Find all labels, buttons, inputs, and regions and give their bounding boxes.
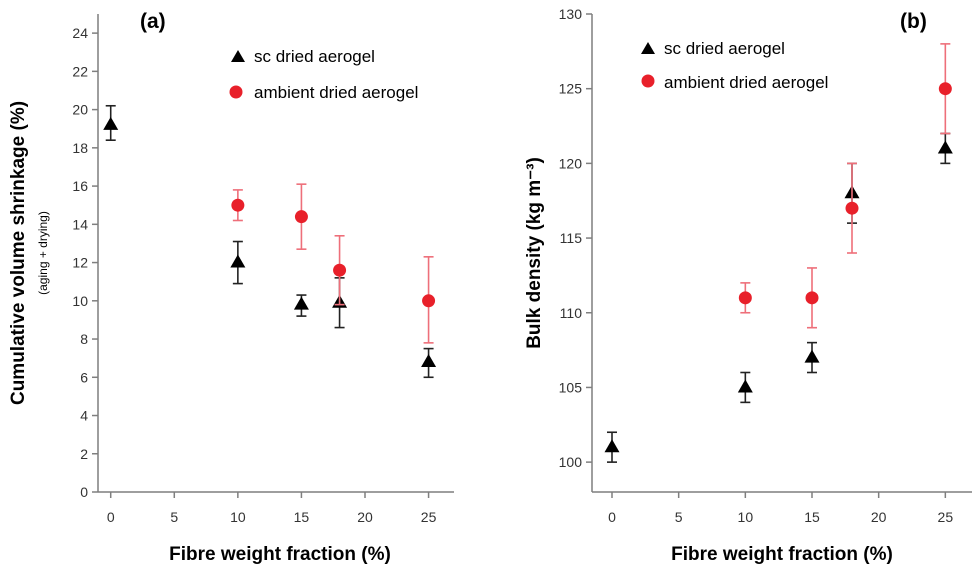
panel-a-ambient-point [294,210,308,224]
panel-b-chart: 100 105 110 115 120 125 130 0 5 10 15 20 25 (b) Fibr… [524,6,972,565]
panel-a-x-tick-label: 0 [107,509,115,525]
panel-b-ambient-point [738,291,752,305]
panel-b-x-tick-label: 0 [608,509,616,525]
panel-a-sc-point [103,116,119,130]
panel-a-y-tick-label: 4 [80,408,88,424]
panel-a-ambient-point [231,198,245,212]
panel-b-sc-point [604,439,620,453]
panel-b-sc-point [804,349,820,363]
panel-a-ambient-point [422,294,436,308]
panel-b-ambient-point [845,201,859,215]
panel-a-sc-point [421,353,437,367]
panel-b-legend-sc-label: sc dried aerogel [664,39,785,58]
panel-a-x-tick-label: 20 [357,509,373,525]
panel-b-x-tick-label: 20 [871,509,887,525]
panel-a-y-axis-title: Cumulative volume shrinkage (%) [8,101,29,405]
panel-b-x-tick-label: 15 [804,509,820,525]
panel-b-x-tick-label: 10 [738,509,754,525]
panel-a-y-tick-label: 8 [80,331,88,347]
panel-a-axes [97,14,454,493]
panel-b-data-marks [604,43,953,463]
panel-a-legend-sc-label: sc dried aerogel [254,47,375,66]
panel-b-label: (b) [900,10,927,33]
panel-b-ambient-point [938,82,952,96]
panel-a-legend-sc-marker [231,50,245,62]
panel-b-y-axis-title: Bulk density (kg m⁻³) [524,157,545,349]
panel-b-x-axis-title: Fibre weight fraction (%) [671,544,893,565]
panel-a-y-axis-subtitle: (aging + drying) [36,211,50,295]
panel-a-y-tick-label: 16 [72,178,88,194]
panel-b-y-tick-label: 125 [559,81,583,97]
panel-b-y-tick-label: 115 [560,230,583,246]
panel-a-label: (a) [140,10,166,33]
panel-a-ambient-point [333,263,347,277]
panel-b-legend-ambient-label: ambient dried aerogel [664,73,828,92]
panel-b-ticks: 100 105 110 115 120 125 130 0 5 10 15 20 25 [559,6,954,525]
panel-a-legend-ambient-marker [229,85,243,99]
panel-a-x-tick-label: 15 [294,509,310,525]
panel-b-legend-ambient-marker [641,74,655,88]
panel-a-x-tick-label: 5 [170,509,178,525]
panel-a-y-tick-label: 14 [72,216,88,232]
panel-a-y-tick-label: 20 [72,102,88,118]
panel-a-x-axis-title: Fibre weight fraction (%) [169,544,391,565]
panel-a-y-tick-label: 12 [72,255,88,271]
panel-a-sc-point [230,254,246,268]
panel-b-y-tick-label: 100 [559,454,583,470]
panel-a-x-tick-label: 10 [230,509,246,525]
panel-b-x-tick-label: 25 [938,509,954,525]
panel-b-legend-sc-marker [641,42,655,54]
panel-a-y-tick-label: 24 [72,25,88,41]
panel-b-y-tick-label: 130 [559,6,583,22]
panel-b-sc-point [937,140,953,154]
panel-b-x-tick-label: 5 [675,509,683,525]
panel-b-y-tick-label: 110 [560,305,583,321]
panel-b-axes [591,14,972,493]
panel-a-legend: sc dried aerogel ambient dried aerogel [229,47,418,102]
panel-b-y-tick-label: 105 [559,379,583,395]
panel-a-data-marks [103,104,437,379]
panel-b-y-tick-label: 120 [559,155,583,171]
panel-b-ambient-point [805,291,819,305]
panel-a-y-tick-label: 6 [80,369,88,385]
panel-a-y-tick-label: 2 [80,446,88,462]
panel-a-sc-point [293,296,309,310]
panel-a-y-tick-label: 18 [72,140,88,156]
panel-b-legend: sc dried aerogel ambient dried aerogel [641,39,828,92]
panel-a-y-tick-label: 10 [72,293,88,309]
panel-b-sc-point [737,379,753,393]
panel-a-y-tick-label: 22 [72,63,88,79]
panel-a-x-tick-label: 25 [421,509,437,525]
panel-a-legend-ambient-label: ambient dried aerogel [254,83,418,102]
panel-a-y-tick-label: 0 [80,484,88,500]
